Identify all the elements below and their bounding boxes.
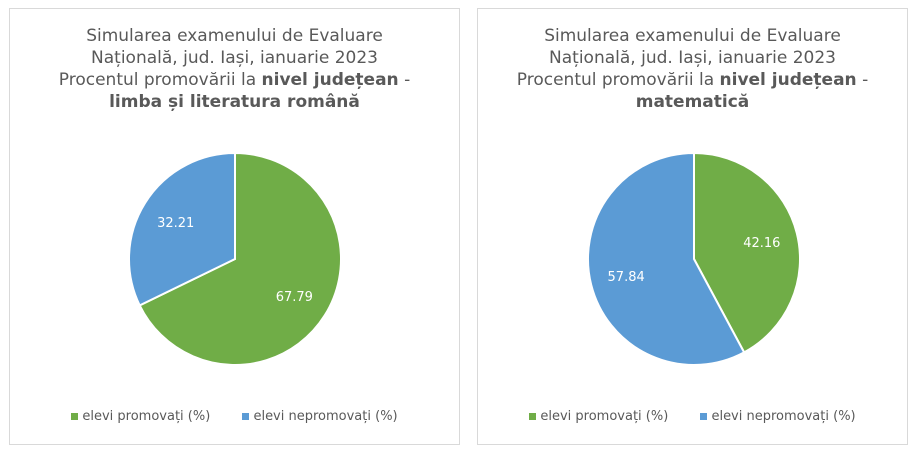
title-bold: nivel județean — [719, 70, 857, 90]
legend-swatch — [71, 413, 79, 420]
legend-label: elevi nepromovați (%) — [253, 409, 398, 424]
pie-chart: 67.79 32.21 — [128, 151, 342, 366]
pie-slice — [693, 151, 801, 354]
legend-label: elevi nepromovați (%) — [711, 409, 856, 424]
legend-label: elevi promovați (%) — [540, 409, 669, 424]
title-line: Națională, jud. Iași, ianuarie 2023 — [549, 48, 836, 68]
chart-title: Simularea examenului de Evaluare Naționa… — [478, 25, 907, 113]
title-sep: - — [398, 70, 411, 90]
title-line: Procentul promovării la — [516, 70, 720, 90]
legend-swatch — [242, 413, 250, 420]
chart-title: Simularea examenului de Evaluare Naționa… — [10, 25, 459, 113]
pie-slice — [587, 151, 746, 366]
chart-panel-romana: Simularea examenului de Evaluare Naționa… — [9, 8, 460, 445]
legend: elevi promovați (%) elevi nepromovați (%… — [478, 409, 907, 424]
title-subject: limba și literatura română — [109, 92, 360, 112]
legend-item: elevi promovați (%) — [529, 409, 668, 424]
legend-item: elevi nepromovați (%) — [700, 409, 856, 424]
data-label: 67.79 — [276, 290, 313, 305]
pie-slice — [128, 151, 236, 307]
data-label: 42.16 — [743, 236, 780, 251]
title-line: Simularea examenului de Evaluare — [544, 26, 841, 46]
legend-item: elevi nepromovați (%) — [242, 409, 398, 424]
legend-swatch — [529, 413, 537, 420]
legend: elevi promovați (%) elevi nepromovați (%… — [10, 409, 459, 424]
title-line: Simularea examenului de Evaluare — [86, 26, 383, 46]
pie-slice — [138, 151, 342, 366]
legend-label: elevi promovați (%) — [82, 409, 211, 424]
legend-item: elevi promovați (%) — [71, 409, 210, 424]
title-line: Națională, jud. Iași, ianuarie 2023 — [91, 48, 378, 68]
title-sep: - — [856, 70, 869, 90]
title-bold: nivel județean — [261, 70, 399, 90]
title-line: Procentul promovării la — [58, 70, 262, 90]
chart-panel-matematica: Simularea examenului de Evaluare Naționa… — [477, 8, 908, 445]
data-label: 32.21 — [157, 216, 194, 231]
data-label: 57.84 — [608, 270, 645, 285]
legend-swatch — [700, 413, 708, 420]
pie-chart: 42.16 57.84 — [587, 151, 801, 366]
title-subject: matematică — [635, 92, 750, 112]
